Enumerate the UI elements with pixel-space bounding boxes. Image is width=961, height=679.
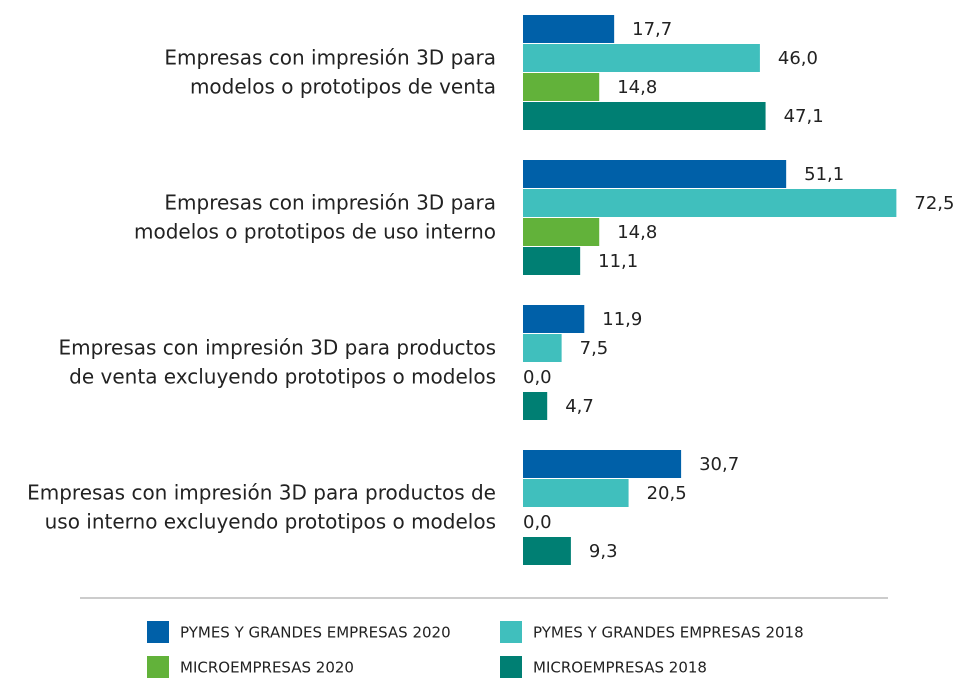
bar <box>523 44 760 72</box>
bar <box>523 73 600 101</box>
value-label: 0,0 <box>523 512 552 533</box>
bar <box>523 218 600 246</box>
bar <box>523 305 585 333</box>
category-line: uso interno excluyendo prototipos o mode… <box>45 509 496 533</box>
bar <box>523 479 629 507</box>
category-label: Empresas con impresión 3D para productos… <box>27 480 496 533</box>
legend-label: PYMES Y GRANDES EMPRESAS 2018 <box>533 624 804 642</box>
legend-swatch <box>147 656 169 678</box>
value-label: 17,7 <box>632 19 672 40</box>
category-label: Empresas con impresión 3D para modelos o … <box>134 190 496 243</box>
bar <box>523 189 897 217</box>
bar <box>523 15 615 43</box>
value-label: 7,5 <box>580 338 609 359</box>
legend-swatch <box>500 656 522 678</box>
value-label: 9,3 <box>589 541 618 562</box>
category-line: modelos o prototipos de venta <box>190 74 496 98</box>
legend-label: MICROEMPRESAS 2018 <box>533 659 707 677</box>
legend-swatch <box>147 621 169 643</box>
legend-label: PYMES Y GRANDES EMPRESAS 2020 <box>180 624 451 642</box>
bar <box>523 160 787 188</box>
bar <box>523 247 581 275</box>
value-label: 14,8 <box>617 222 657 243</box>
bar <box>523 450 682 478</box>
value-label: 4,7 <box>565 396 594 417</box>
category-line: Empresas con impresión 3D para productos… <box>27 480 496 504</box>
value-label: 51,1 <box>804 164 844 185</box>
value-label: 0,0 <box>523 367 552 388</box>
value-label: 11,1 <box>598 251 638 272</box>
legend-swatch <box>500 621 522 643</box>
bar <box>523 537 571 565</box>
category-line: de venta excluyendo prototipos o modelos <box>69 364 496 388</box>
bar <box>523 102 766 130</box>
legend-label: MICROEMPRESAS 2020 <box>180 659 354 677</box>
value-label: 72,5 <box>914 193 954 214</box>
value-label: 20,5 <box>647 483 687 504</box>
category-line: Empresas con impresión 3D para <box>164 190 496 214</box>
category-label: Empresas con impresión 3D para productos… <box>58 335 496 388</box>
value-label: 11,9 <box>602 309 642 330</box>
category-line: modelos o prototipos de uso interno <box>134 219 496 243</box>
value-label: 30,7 <box>699 454 739 475</box>
category-line: Empresas con impresión 3D para productos <box>58 335 496 359</box>
bar <box>523 334 562 362</box>
category-line: Empresas con impresión 3D para <box>164 45 496 69</box>
value-label: 14,8 <box>617 77 657 98</box>
bar <box>523 392 548 420</box>
value-label: 46,0 <box>778 48 818 69</box>
value-label: 47,1 <box>784 106 824 127</box>
category-label: Empresas con impresión 3D para modelos o … <box>164 45 496 98</box>
